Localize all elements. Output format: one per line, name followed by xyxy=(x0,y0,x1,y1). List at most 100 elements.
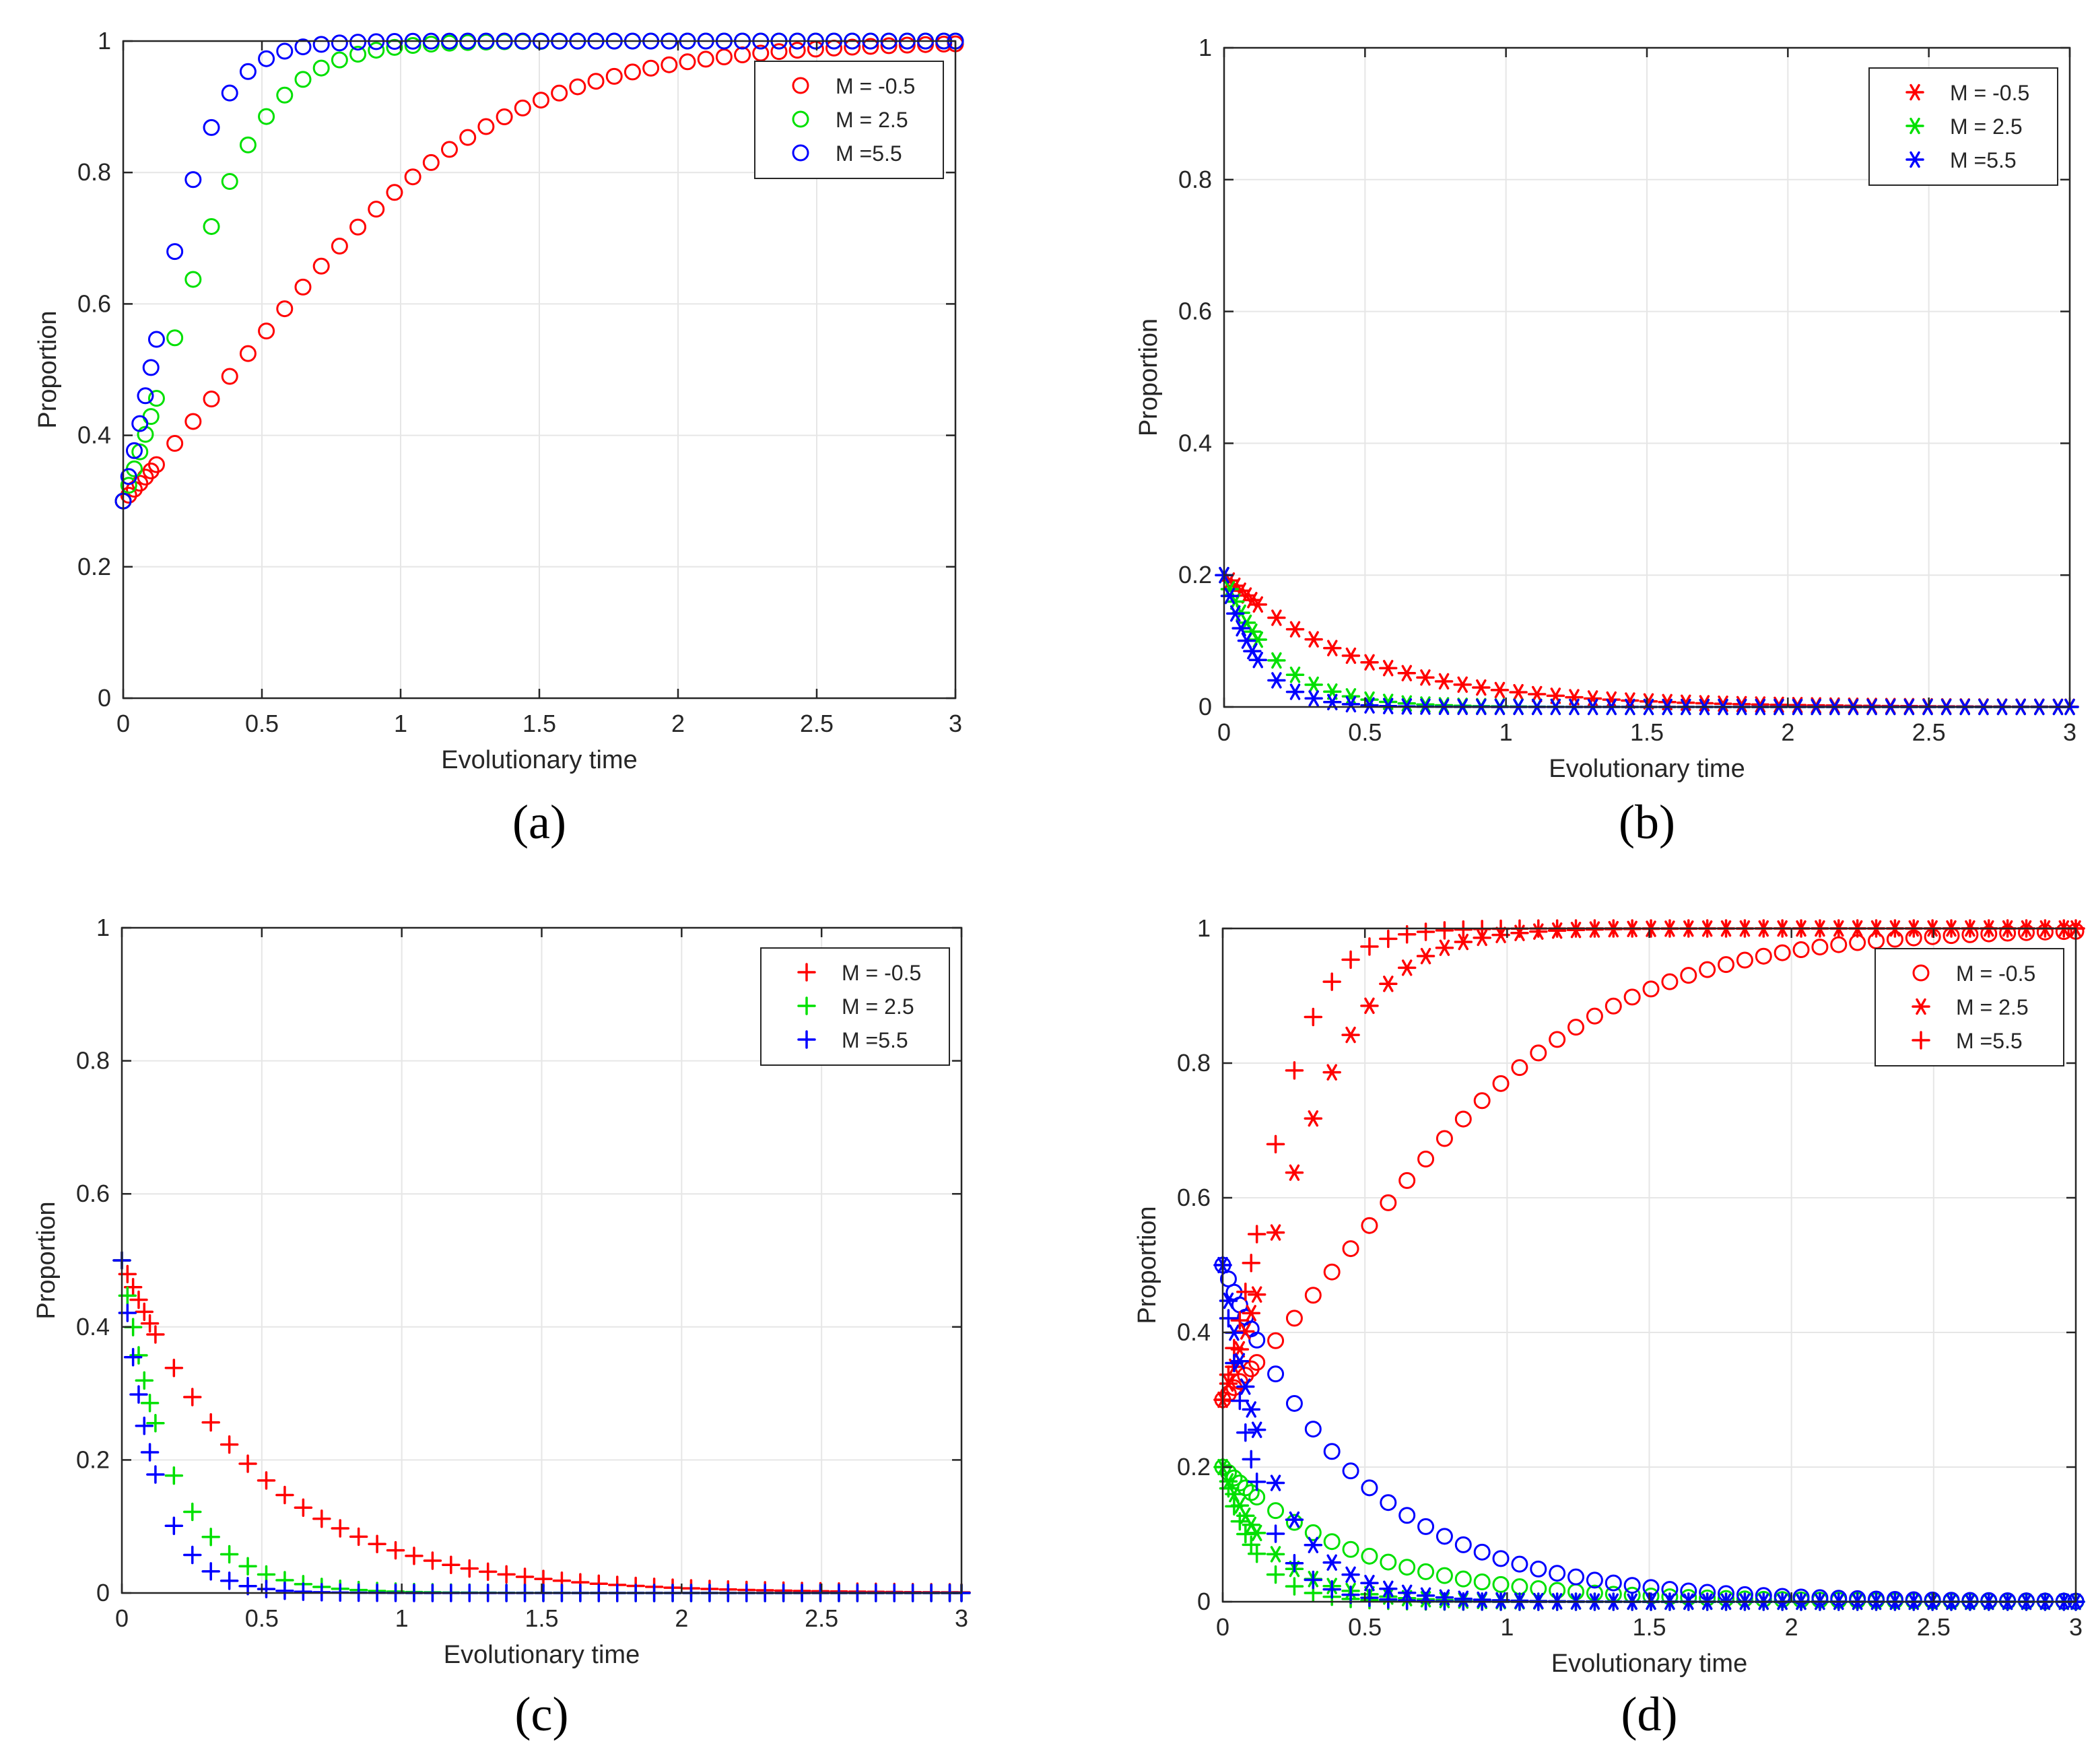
y-tick-label: 0.2 xyxy=(1177,1453,1211,1481)
data-point xyxy=(441,141,459,158)
data-point xyxy=(715,48,733,66)
data-point xyxy=(146,1465,165,1484)
data-point xyxy=(459,129,477,146)
data-point xyxy=(201,1562,220,1581)
legend-marker xyxy=(1905,117,1924,135)
data-point xyxy=(1755,947,1772,965)
data-point xyxy=(368,201,385,218)
data-point xyxy=(1267,652,1286,669)
data-point xyxy=(1247,1544,1266,1563)
legend-label: M = -0.5 xyxy=(842,961,921,985)
data-point xyxy=(1398,1559,1416,1576)
data-point xyxy=(219,1571,239,1590)
data-point xyxy=(496,108,513,125)
x-axis-label: Evolutionary time xyxy=(444,1641,640,1669)
data-point xyxy=(1567,1019,1585,1036)
legend-marker xyxy=(797,996,816,1015)
legend-label: M = -0.5 xyxy=(1956,961,2035,986)
data-point xyxy=(1285,1164,1304,1181)
data-point xyxy=(275,1581,294,1600)
data-point xyxy=(1586,1007,1603,1025)
data-point xyxy=(294,1582,313,1601)
data-point xyxy=(1248,1331,1266,1349)
data-point xyxy=(1714,696,1732,712)
data-point xyxy=(1248,1354,1266,1371)
x-tick-label: 0.5 xyxy=(1348,718,1382,746)
data-point xyxy=(1360,937,1379,956)
data-point xyxy=(1285,683,1305,700)
data-point xyxy=(1398,1507,1416,1524)
data-point xyxy=(221,84,238,102)
data-point xyxy=(1397,695,1417,712)
data-point xyxy=(239,63,257,80)
data-point xyxy=(1266,1546,1285,1563)
data-point xyxy=(1304,1287,1322,1304)
data-point xyxy=(515,1567,535,1586)
data-point xyxy=(146,1325,165,1344)
data-point xyxy=(697,50,714,68)
y-tick-label: 0.8 xyxy=(77,158,111,186)
data-point xyxy=(1242,1484,1260,1501)
x-tick-label: 1.5 xyxy=(1632,1613,1666,1641)
data-point xyxy=(1736,951,1753,969)
data-point xyxy=(258,50,275,67)
data-point xyxy=(679,53,696,71)
data-point xyxy=(312,1509,331,1528)
y-axis-label: Proportion xyxy=(1133,1206,1161,1324)
data-point xyxy=(1473,1573,1491,1591)
data-point xyxy=(164,1358,184,1378)
legend-box xyxy=(1868,67,2058,186)
data-point xyxy=(1380,1553,1397,1571)
data-point xyxy=(368,1534,386,1553)
x-tick-label: 2.5 xyxy=(805,1604,838,1632)
x-tick-label: 3 xyxy=(2069,1613,2083,1641)
legend-box xyxy=(1875,948,2064,1066)
data-point xyxy=(1236,1423,1255,1442)
legend: M = -0.5 M = 2.5 M =5.5 xyxy=(1868,67,2058,186)
x-axis-label: Evolutionary time xyxy=(1551,1650,1747,1678)
data-point xyxy=(1285,1511,1304,1528)
data-point xyxy=(1527,685,1547,703)
data-point xyxy=(587,73,605,90)
data-point xyxy=(1492,1575,1510,1593)
data-point xyxy=(368,42,385,59)
data-point xyxy=(1417,1151,1435,1168)
data-point xyxy=(331,1519,349,1538)
x-tick-label: 2 xyxy=(1781,718,1794,746)
legend-label: M =5.5 xyxy=(1956,1029,2023,1053)
legend: M = -0.5 M = 2.5 M =5.5 xyxy=(1875,948,2064,1066)
data-point xyxy=(1435,939,1454,956)
data-point xyxy=(1792,941,1810,959)
y-tick-label: 0.6 xyxy=(1178,298,1212,325)
legend: M = -0.5 M = 2.5 M =5.5 xyxy=(760,947,950,1066)
data-point xyxy=(1231,619,1250,637)
legend-label: M =5.5 xyxy=(836,141,902,166)
legend-label: M = -0.5 xyxy=(836,74,915,98)
data-point xyxy=(1304,1110,1323,1127)
y-axis-label: Proportion xyxy=(1135,318,1163,436)
y-axis-label: Proportion xyxy=(34,310,62,428)
data-point xyxy=(1267,1332,1285,1349)
legend-label: M =5.5 xyxy=(842,1028,908,1052)
data-point xyxy=(1304,690,1323,707)
data-point xyxy=(1341,1585,1360,1604)
legend-box xyxy=(760,947,950,1066)
data-point xyxy=(331,238,348,255)
data-point xyxy=(125,442,143,459)
legend-label: M = 2.5 xyxy=(836,108,908,132)
data-point xyxy=(1266,1524,1285,1543)
legend-label: M = 2.5 xyxy=(842,994,914,1019)
data-point xyxy=(131,415,149,432)
data-point xyxy=(312,59,330,77)
data-point xyxy=(605,67,623,85)
y-tick-label: 1 xyxy=(98,27,111,55)
x-tick-label: 3 xyxy=(949,710,962,737)
data-point xyxy=(1509,683,1528,701)
data-point xyxy=(423,1551,442,1570)
panel-label: (b) xyxy=(1619,795,1675,849)
legend-box xyxy=(754,61,944,179)
data-point xyxy=(147,390,165,407)
data-point xyxy=(1341,647,1361,665)
